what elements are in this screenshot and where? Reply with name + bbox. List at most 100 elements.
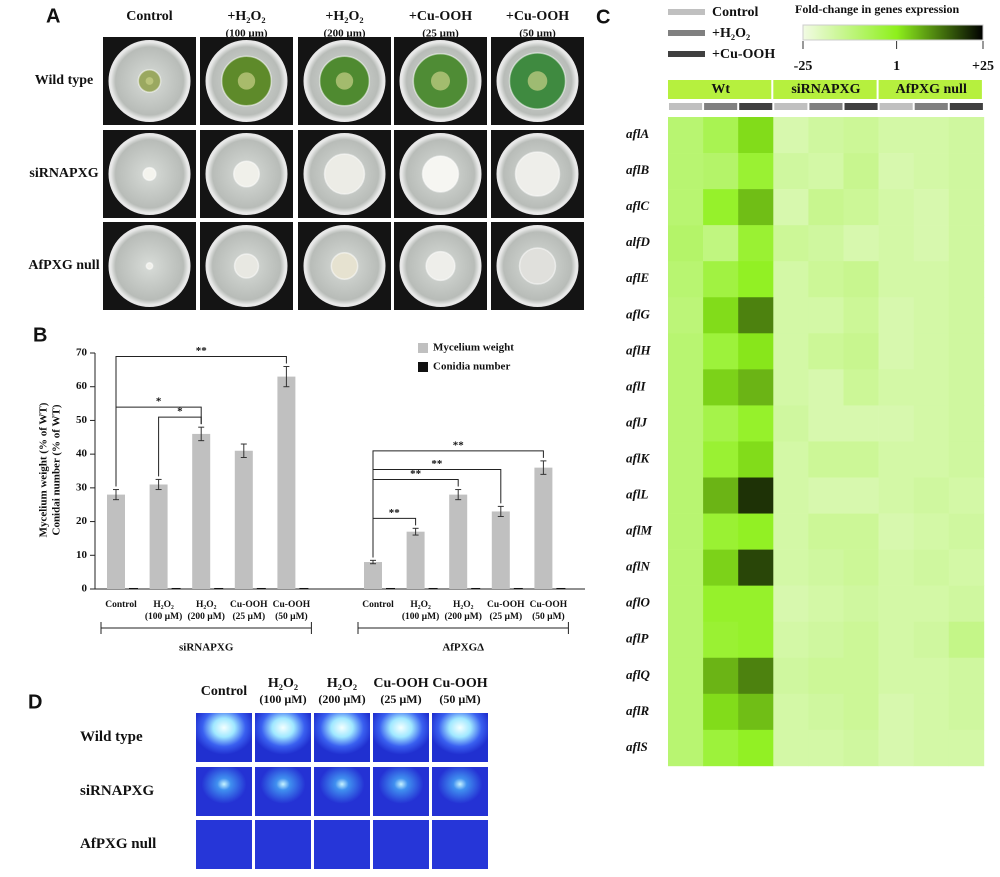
column-header: (25 µM)	[380, 692, 421, 706]
heatmap-cell	[668, 333, 704, 370]
gene-label: aflE	[626, 270, 649, 285]
group-label: AfPXGΔ	[442, 642, 484, 654]
heatmap-cell	[703, 441, 739, 478]
heatmap-cell	[738, 189, 774, 226]
heatmap-cell	[773, 693, 809, 731]
heatmap-cell	[808, 297, 844, 334]
legend-label: +H₂O₂	[712, 26, 750, 41]
colorbar-tick-label: -25	[794, 59, 813, 74]
heatmap-cell	[808, 189, 844, 226]
legend-swatch	[418, 362, 428, 372]
heatmap-cell	[948, 585, 985, 622]
x-tick-label: Cu-OOH	[273, 600, 311, 610]
bar	[471, 587, 481, 589]
heatmap-cell	[773, 477, 809, 514]
column-header: (200 µm)	[323, 28, 365, 40]
heatmap-cell	[948, 621, 985, 659]
bar	[129, 587, 138, 589]
heatmap-cell	[913, 657, 950, 695]
column-header: Control	[126, 9, 173, 24]
heatmap-cell	[948, 729, 985, 767]
heatmap-cell	[703, 297, 739, 334]
x-tick-label: (100 µM)	[145, 611, 182, 622]
heatmap-cell	[913, 297, 950, 334]
heatmap-cell	[948, 369, 985, 406]
heatmap-cell	[913, 225, 950, 262]
bar	[449, 494, 468, 589]
heatmap-cell	[913, 441, 950, 478]
column-header: (200 µM)	[318, 692, 365, 706]
heatmap-cell	[773, 549, 809, 586]
panel-label: B	[33, 324, 47, 346]
gene-label: alfD	[626, 234, 650, 249]
heatmap-cell	[668, 405, 704, 442]
treatment-key	[669, 103, 703, 110]
heatmap-cell	[843, 369, 879, 406]
heatmap-cell	[808, 621, 844, 659]
legend-label: Conidia number	[433, 361, 510, 373]
heatmap-cell	[878, 621, 914, 659]
gene-label: aflB	[626, 162, 649, 177]
heatmap-cell	[913, 189, 950, 226]
fluorescence-image	[196, 713, 252, 762]
column-header: (100 µM)	[259, 692, 306, 706]
colony	[142, 166, 157, 182]
x-tick-label: (200 µM)	[444, 611, 481, 622]
gene-label: aflC	[626, 198, 649, 213]
column-header: H₂O₂	[268, 676, 298, 691]
heatmap-cell	[843, 405, 879, 442]
bar	[364, 562, 382, 589]
fluorescence-image	[196, 767, 252, 816]
column-group-label: siRNAPXG	[791, 82, 860, 97]
heatmap-cell	[808, 117, 844, 154]
heatmap-cell	[843, 189, 879, 226]
colony	[233, 253, 260, 279]
heatmap-cell	[773, 405, 809, 442]
gene-label: aflG	[626, 306, 650, 321]
y-tick-label: 70	[76, 347, 88, 359]
heatmap-cell	[773, 225, 809, 262]
heatmap-cell	[773, 333, 809, 370]
heatmap-cell	[913, 333, 950, 370]
legend-swatch	[418, 343, 428, 353]
legend-label: Control	[712, 5, 759, 20]
row-label: siRNAPXG	[80, 783, 154, 799]
heatmap-cell	[913, 369, 950, 406]
bar	[192, 433, 211, 589]
heatmap-cell	[878, 261, 914, 298]
heatmap-cell	[878, 189, 914, 226]
heatmap-cell	[808, 369, 844, 406]
heatmap-cell	[738, 441, 774, 478]
row-label: Wild type	[35, 73, 93, 88]
x-tick-label: (25 µM)	[489, 611, 522, 622]
heatmap-cell	[878, 441, 914, 478]
y-tick-label: 10	[76, 549, 88, 561]
heatmap-cell	[738, 369, 774, 406]
bar	[299, 587, 309, 589]
heatmap-cell	[913, 153, 950, 190]
heatmap-cell	[843, 693, 879, 731]
heatmap-cell	[773, 621, 809, 659]
gene-label: aflK	[626, 450, 650, 465]
heatmap-cell	[668, 621, 704, 659]
significance-label: *	[177, 406, 183, 418]
y-axis-title: Conidai number (% of WT)	[51, 404, 63, 535]
treatment-key	[844, 103, 878, 110]
heatmap-cell	[773, 585, 809, 622]
gene-label: aflJ	[626, 414, 647, 429]
heatmap-cell	[773, 513, 809, 550]
row-label: Wild type	[80, 729, 143, 745]
panel-label: D	[28, 691, 42, 713]
fluorescence-image	[314, 713, 370, 762]
fluorescence-image	[314, 820, 370, 869]
heatmap-cell	[738, 225, 774, 262]
heatmap-cell	[878, 477, 914, 514]
heatmap-cell	[703, 261, 739, 298]
heatmap-cell	[668, 153, 704, 190]
legend-label: +Cu-OOH	[712, 47, 775, 62]
significance-bracket	[115, 355, 287, 487]
colony-center	[145, 77, 154, 85]
heatmap-cell	[878, 117, 914, 154]
y-tick-label: 60	[76, 380, 88, 392]
heatmap-cell	[843, 729, 879, 767]
